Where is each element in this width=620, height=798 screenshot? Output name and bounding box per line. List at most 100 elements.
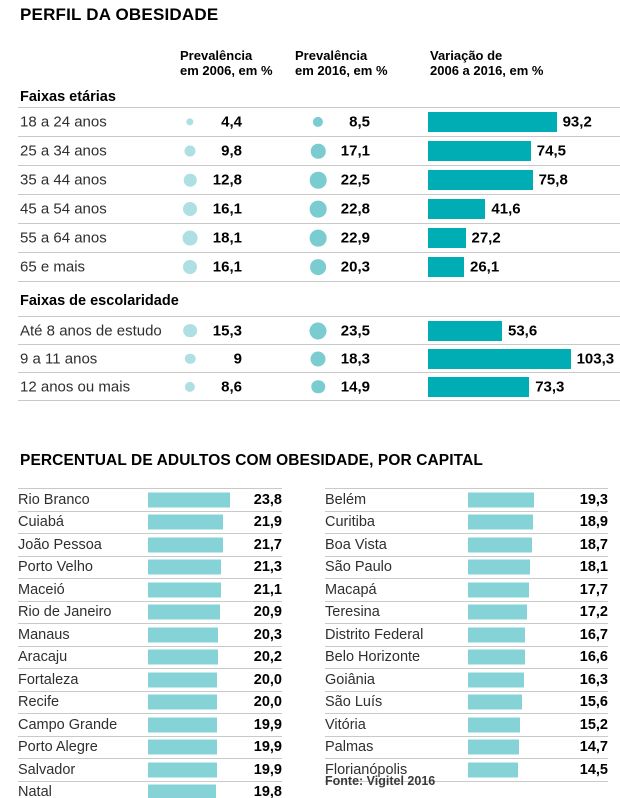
capital-row: João Pessoa 21,7 (18, 533, 282, 556)
capital-bar (468, 604, 528, 620)
value-2006: 4,4 (221, 113, 242, 131)
capital-value: 18,7 (579, 536, 608, 553)
capital-value: 23,8 (253, 491, 282, 508)
capital-row: Goiânia 16,3 (325, 668, 608, 691)
capital-name: Vitória (325, 716, 366, 733)
value-2016: 14,9 (340, 378, 370, 395)
capital-bar (148, 717, 217, 733)
capital-value: 15,6 (579, 694, 608, 711)
capitals-column-right: Belém 19,3 Curitiba 18,9 Boa Vista 18,7 … (325, 488, 608, 782)
capital-name: Salvador (18, 761, 76, 778)
capital-bar (148, 627, 218, 643)
variation-value: 53,6 (508, 322, 538, 339)
capital-row: Distrito Federal 16,7 (325, 623, 608, 646)
capital-row: Rio de Janeiro 20,9 (18, 600, 282, 624)
capital-name: Porto Alegre (18, 739, 98, 756)
bubble-2016 (310, 259, 326, 275)
capital-value: 14,7 (579, 739, 608, 756)
capital-name: Porto Velho (18, 559, 93, 576)
capital-value: 18,1 (579, 559, 608, 576)
capital-name: Palmas (325, 739, 374, 756)
capital-name: Macapá (325, 581, 377, 598)
table-row: Até 8 anos de estudo 15,3 23,5 53,6 (18, 316, 620, 344)
capital-row: Salvador 19,9 (18, 758, 282, 781)
variation-value: 26,1 (470, 258, 500, 276)
column-header-prevalence-2006: Prevalência em 2006, em % (180, 48, 273, 78)
bubble-2006 (186, 118, 194, 126)
capital-bar (148, 492, 230, 508)
variation-bar (428, 228, 466, 248)
value-2006: 18,1 (212, 229, 242, 247)
capital-value: 21,1 (253, 581, 282, 598)
capitals-column-left: Rio Branco 23,8 Cuiabá 21,9 João Pessoa … (18, 488, 282, 798)
capital-name: Belo Horizonte (325, 649, 421, 666)
capital-row: Belo Horizonte 16,6 (325, 645, 608, 669)
table-row: 18 a 24 anos 4,4 8,5 93,2 (18, 107, 620, 136)
capital-bar (468, 537, 533, 553)
capital-row: Recife 20,0 (18, 690, 282, 714)
capital-value: 20,9 (253, 604, 282, 621)
bubble-2016 (310, 351, 326, 366)
bubble-2006 (183, 202, 197, 216)
capital-name: Rio Branco (18, 491, 90, 508)
capital-name: Maceió (18, 581, 65, 598)
bubble-2006 (183, 173, 197, 187)
table-row: 55 a 64 anos 18,1 22,9 27,2 (18, 223, 620, 252)
capital-name: Aracaju (18, 649, 68, 666)
variation-bar (428, 199, 486, 219)
value-2016: 22,9 (340, 229, 370, 247)
column-header-prevalence-2016: Prevalência em 2016, em % (295, 48, 388, 78)
value-2006: 12,8 (212, 171, 242, 189)
bubble-2016 (311, 379, 325, 394)
table-row: 45 a 54 anos 16,1 22,8 41,6 (18, 194, 620, 223)
bubble-2006 (184, 381, 196, 392)
capital-value: 19,9 (253, 761, 282, 778)
variation-value: 73,3 (535, 378, 565, 395)
bubble-2016 (312, 116, 324, 128)
capital-value: 19,9 (253, 739, 282, 756)
value-2006: 9,8 (221, 142, 242, 160)
capital-value: 16,6 (579, 649, 608, 666)
capital-bar (148, 514, 224, 530)
capital-name: Goiânia (325, 671, 375, 688)
capital-row: Macapá 17,7 (325, 578, 608, 601)
variation-bar (428, 141, 531, 161)
capital-row: Manaus 20,3 (18, 623, 282, 646)
bubble-2016 (309, 200, 327, 218)
capital-bar (468, 649, 526, 665)
capital-value: 20,0 (253, 694, 282, 711)
capital-row: Campo Grande 19,9 (18, 713, 282, 736)
variation-value: 103,3 (576, 350, 615, 367)
row-label: 35 a 44 anos (20, 171, 107, 189)
capital-name: Belém (325, 491, 367, 508)
row-label: 55 a 64 anos (20, 229, 107, 247)
table-row: 25 a 34 anos 9,8 17,1 74,5 (18, 136, 620, 165)
bubble-2016 (310, 143, 326, 159)
table-row: 35 a 44 anos 12,8 22,5 75,8 (18, 165, 620, 194)
capital-bar (468, 627, 526, 643)
capital-name: Campo Grande (18, 716, 118, 733)
variation-value: 75,8 (538, 171, 568, 189)
capital-name: Boa Vista (325, 536, 387, 553)
capital-name: Rio de Janeiro (18, 604, 112, 621)
capital-name: Fortaleza (18, 671, 79, 688)
capital-name: Cuiabá (18, 514, 64, 531)
capital-row: Florianópolis 14,5 (325, 758, 608, 781)
row-label: Até 8 anos de estudo (20, 322, 162, 339)
capital-value: 19,3 (579, 491, 608, 508)
capital-name: São Luís (325, 694, 383, 711)
capital-bar (148, 537, 223, 553)
bubble-2006 (183, 323, 197, 338)
value-2006: 8,6 (221, 378, 242, 395)
capital-name: São Paulo (325, 559, 392, 576)
capital-value: 20,2 (253, 649, 282, 666)
value-2016: 18,3 (340, 350, 370, 367)
row-label: 45 a 54 anos (20, 200, 107, 218)
group-label-age: Faixas etárias (20, 89, 116, 105)
capital-value: 15,2 (579, 716, 608, 733)
capital-name: Natal (18, 784, 52, 798)
capital-bar (468, 717, 521, 733)
capital-value: 19,9 (253, 716, 282, 733)
variation-value: 41,6 (491, 200, 521, 218)
